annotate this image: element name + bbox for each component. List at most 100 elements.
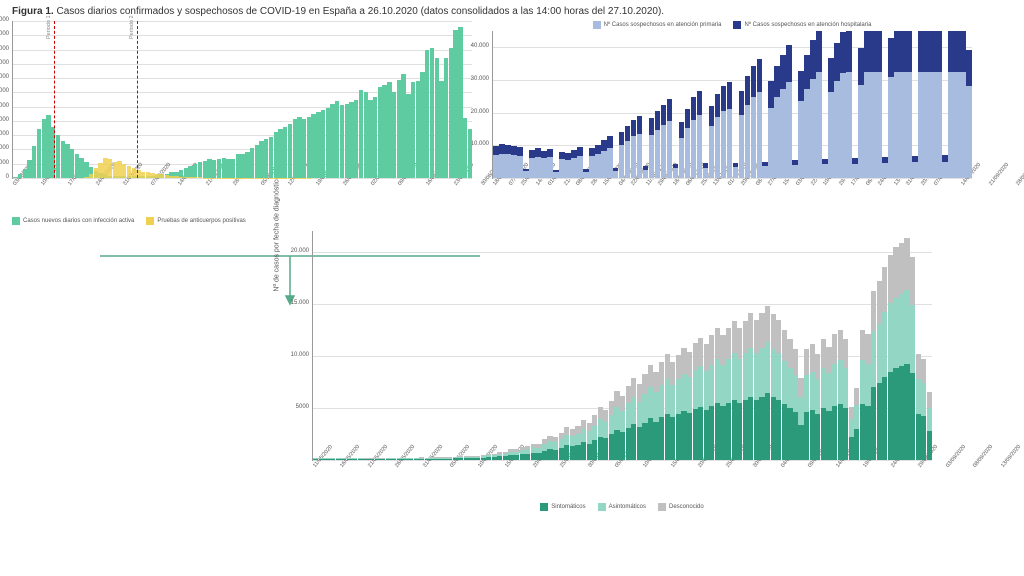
bar [165, 21, 169, 178]
bar [559, 31, 565, 178]
legend-swatch [146, 217, 154, 225]
bar [930, 31, 936, 178]
bar [207, 21, 211, 178]
bar [614, 231, 619, 460]
bar [463, 21, 467, 178]
ytick: 15.000 [279, 300, 309, 306]
bar [458, 231, 463, 460]
bar [792, 31, 798, 178]
figure-title: Figura 1. Casos diarios confirmados y so… [12, 6, 1012, 17]
bar [927, 231, 932, 460]
bar [397, 231, 402, 460]
bar [888, 231, 893, 460]
bar [27, 21, 31, 178]
bar [665, 231, 670, 460]
bar [894, 31, 900, 178]
bar [536, 231, 541, 460]
bar [352, 231, 357, 460]
bar [564, 231, 569, 460]
bar [117, 21, 121, 178]
bar [679, 31, 685, 178]
ytick: 10.000 [279, 352, 309, 358]
bar [531, 231, 536, 460]
bar [942, 31, 948, 178]
ytick: 0 [0, 174, 9, 180]
bar [46, 21, 50, 178]
legend-item: Nº Casos sospechosos en atención primari… [593, 21, 722, 29]
bar [274, 21, 278, 178]
bar [703, 31, 709, 178]
bar [402, 231, 407, 460]
bar [364, 21, 368, 178]
bar [419, 231, 424, 460]
bar [748, 231, 753, 460]
bar [798, 231, 803, 460]
bar [378, 21, 382, 178]
bar [525, 231, 530, 460]
bar [453, 231, 458, 460]
bar [649, 31, 655, 178]
bar [759, 231, 764, 460]
bar [499, 31, 505, 178]
bar [174, 21, 178, 178]
legend-swatch [598, 503, 606, 511]
bar [587, 231, 592, 460]
bar [425, 231, 430, 460]
bar [32, 21, 36, 178]
bar [203, 21, 207, 178]
legend-item: Pruebas de anticuerpos positivas [146, 217, 245, 225]
bar [336, 231, 341, 460]
ytick: 4000 [0, 145, 9, 151]
bar [529, 31, 535, 178]
bar [535, 31, 541, 178]
bar [255, 21, 259, 178]
legend-item: Sintomáticos [540, 503, 585, 511]
bar [75, 21, 79, 178]
bar [335, 21, 339, 178]
bar [642, 231, 647, 460]
legend-item: Casos nuevos diarios con infección activ… [12, 217, 134, 225]
bar [921, 231, 926, 460]
bar [670, 231, 675, 460]
bar [198, 21, 202, 178]
bar [368, 21, 372, 178]
bar [493, 31, 499, 178]
bar [865, 231, 870, 460]
bar [849, 231, 854, 460]
bar [13, 21, 17, 178]
ytick: 6000 [0, 131, 9, 137]
chart-left: Nº casos nuevos 0200040006000800010.0001… [12, 21, 472, 221]
bar [497, 231, 502, 460]
bar [648, 231, 653, 460]
bar [278, 21, 282, 178]
bar [598, 231, 603, 460]
bar [436, 231, 441, 460]
xtick: 03/09/2020 [945, 444, 967, 469]
bar [23, 21, 27, 178]
bar [359, 21, 363, 178]
xtick: 28/09/2020 [1015, 162, 1024, 187]
bar [302, 21, 306, 178]
bar [871, 231, 876, 460]
bar [768, 31, 774, 178]
bar [392, 21, 396, 178]
bar [739, 31, 745, 178]
bar [245, 21, 249, 178]
bar [757, 31, 763, 178]
ytick: 16.000 [0, 60, 9, 66]
bar [375, 231, 380, 460]
bar [288, 21, 292, 178]
bar [122, 21, 126, 178]
bar [846, 31, 852, 178]
bar [188, 21, 192, 178]
bar [888, 31, 894, 178]
bar [828, 31, 834, 178]
bar [547, 31, 553, 178]
bar [358, 231, 363, 460]
bar [382, 21, 386, 178]
bar [798, 31, 804, 178]
ytick: 12.000 [0, 88, 9, 94]
bar [936, 31, 942, 178]
bar [745, 31, 751, 178]
bar [743, 231, 748, 460]
